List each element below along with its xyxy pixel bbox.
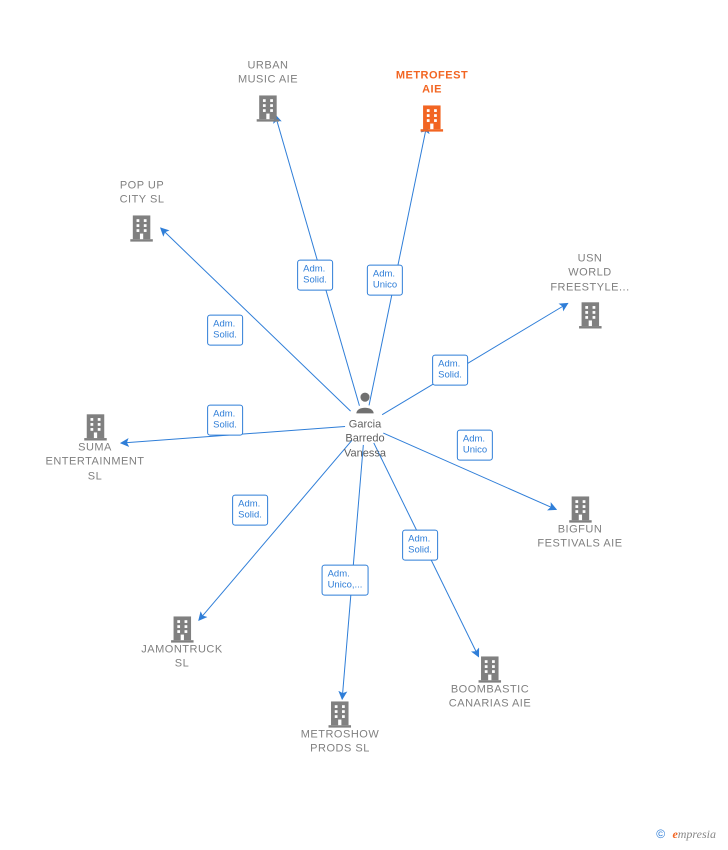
building-icon [417,101,447,131]
person-label: Garcia Barredo Vanessa [344,418,386,461]
edge-label: Adm. Unico [457,430,493,461]
person-node[interactable]: Garcia Barredo Vanessa [344,390,386,461]
company-label: SUMA ENTERTAINMENT SL [46,441,145,484]
brand-rest: mpresia [678,827,716,841]
company-label: METROFEST AIE [396,69,468,98]
edge-label: Adm. Unico,... [322,565,369,596]
company-node[interactable]: URBAN MUSIC AIE [238,59,298,122]
company-node[interactable]: BOOMBASTIC CANARIAS AIE [449,649,531,712]
edge-label: Adm. Solid. [207,315,243,346]
edge-label: Adm. Solid. [207,405,243,436]
person-icon [352,390,378,416]
building-icon [253,91,283,121]
company-node[interactable]: METROSHOW PRODS SL [301,694,379,757]
building-icon [575,298,605,328]
building-icon [127,211,157,241]
company-label: BIGFUN FESTIVALS AIE [537,523,622,552]
company-node[interactable]: METROFEST AIE [396,69,468,132]
building-icon [565,493,595,523]
edge-label: Adm. Solid. [297,260,333,291]
company-node[interactable]: USN WORLD FREESTYLE... [550,252,629,329]
company-label: USN WORLD FREESTYLE... [550,252,629,295]
edge-label: Adm. Solid. [232,495,268,526]
company-label: METROSHOW PRODS SL [301,728,379,757]
company-label: BOOMBASTIC CANARIAS AIE [449,683,531,712]
company-label: JAMONTRUCK SL [141,643,222,672]
copyright-symbol: © [656,827,665,841]
company-label: URBAN MUSIC AIE [238,59,298,88]
building-icon [80,411,110,441]
company-node[interactable]: POP UP CITY SL [120,179,165,242]
edge-label: Adm. Solid. [432,355,468,386]
company-node[interactable]: SUMA ENTERTAINMENT SL [46,407,145,484]
diagram-canvas: URBAN MUSIC AIE METROFEST AIE POP UP CIT… [0,0,728,850]
company-node[interactable]: BIGFUN FESTIVALS AIE [537,489,622,552]
edge-line [161,228,351,411]
footer: © empresia [656,827,716,842]
edge-line [382,303,568,414]
edge-label: Adm. Unico [367,265,403,296]
building-icon [325,698,355,728]
edge-label: Adm. Solid. [402,530,438,561]
company-label: POP UP CITY SL [120,179,165,208]
building-icon [167,613,197,643]
building-icon [475,653,505,683]
company-node[interactable]: JAMONTRUCK SL [141,609,222,672]
